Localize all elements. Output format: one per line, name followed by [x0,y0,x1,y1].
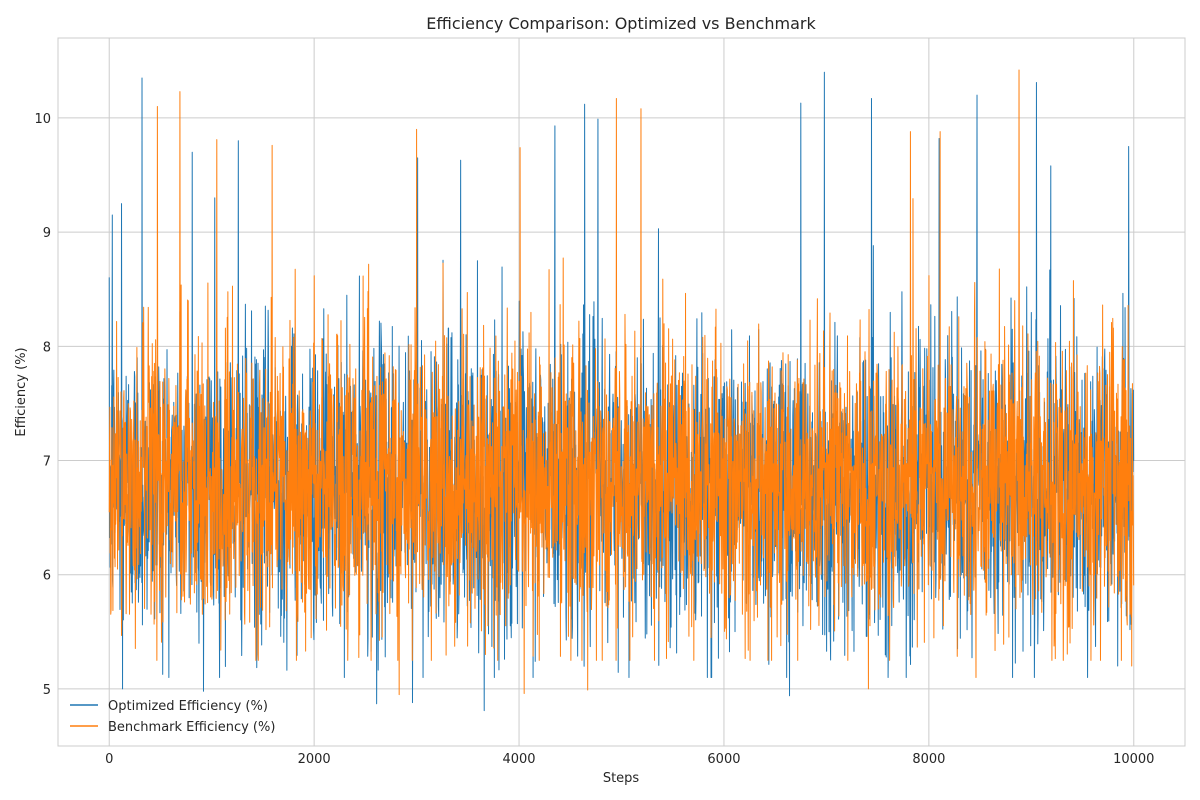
x-tick-label: 0 [105,752,113,767]
x-tick-label: 8000 [912,752,945,767]
legend-label: Benchmark Efficiency (%) [108,720,275,735]
x-tick-label: 10000 [1113,752,1154,767]
x-tick-label: 2000 [298,752,331,767]
plot-frame [57,37,1186,747]
x-tick-label: 4000 [502,752,535,767]
legend-label: Optimized Efficiency (%) [108,699,268,714]
y-tick-label: 9 [43,226,51,241]
y-tick-label: 6 [43,569,51,584]
x-tick-label: 6000 [707,752,740,767]
y-tick-label: 5 [43,683,51,698]
series-line-benchmark [108,69,1135,696]
y-tick-label: 8 [43,340,51,355]
legend: Optimized Efficiency (%) Benchmark Effici… [70,699,275,735]
chart-title: Efficiency Comparison: Optimized vs Benc… [426,14,816,33]
y-axis-label: Efficiency (%) [14,347,29,436]
y-tick-label: 7 [43,455,51,470]
x-axis-label: Steps [603,771,640,786]
y-tick-label: 10 [34,112,51,127]
series-lines [108,69,1135,712]
tick-labels: 0 2000 4000 6000 8000 10000 5 6 7 8 9 10 [34,112,1154,767]
